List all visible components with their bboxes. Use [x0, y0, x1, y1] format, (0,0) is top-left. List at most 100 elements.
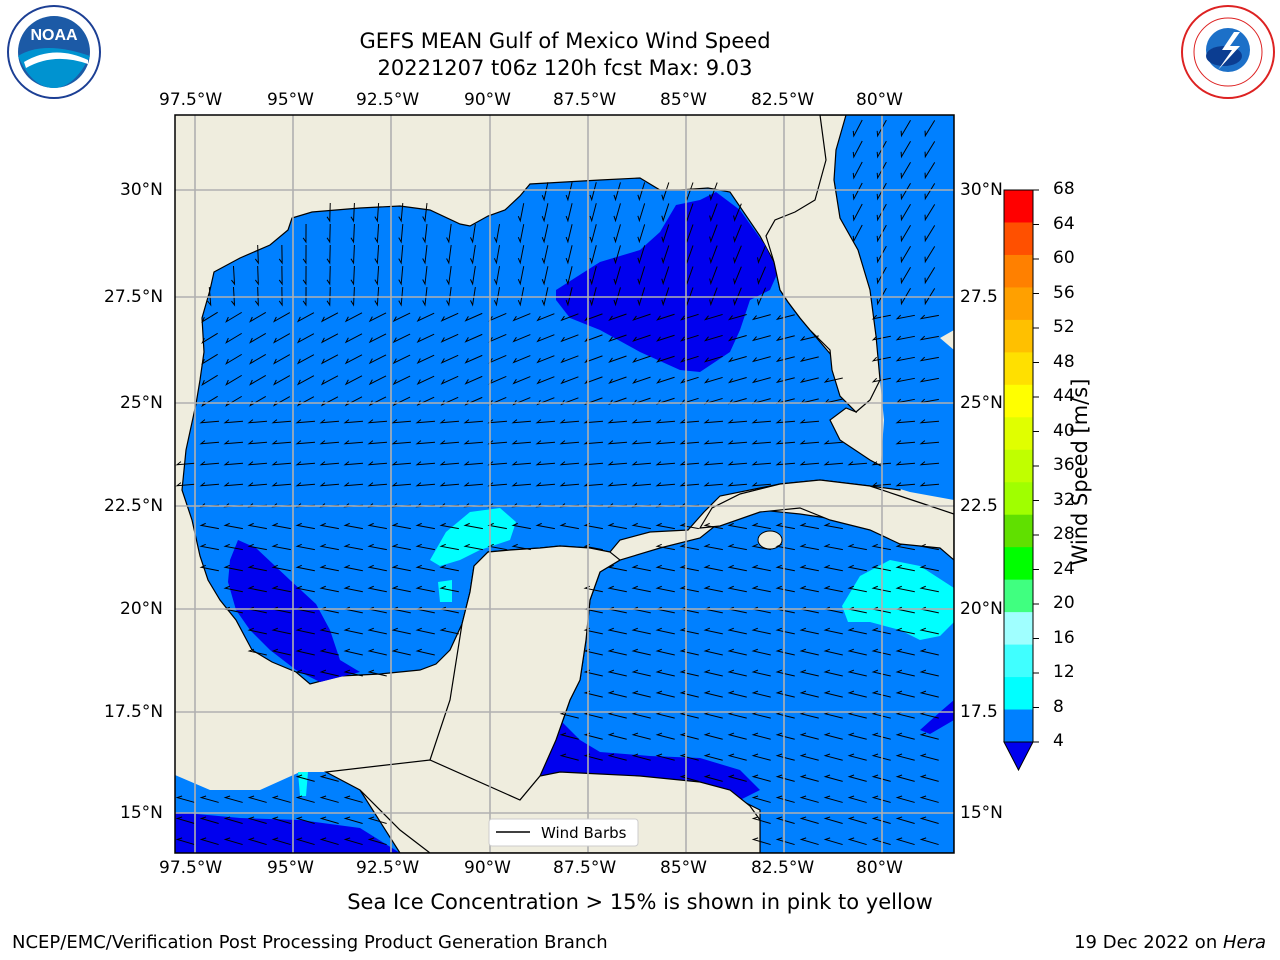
wind-barb — [655, 627, 675, 635]
wind-barb — [751, 543, 771, 551]
wind-barb — [632, 334, 651, 342]
wind-barb — [589, 245, 597, 265]
wind-barb — [368, 375, 387, 386]
wind-barb — [919, 314, 939, 320]
strong-wind-region-yucatan-small — [438, 580, 452, 602]
wind-barb — [440, 396, 459, 406]
wind-barb — [199, 461, 220, 466]
wind-barb — [919, 816, 939, 824]
wind-barb — [751, 669, 771, 677]
wind-barb — [655, 585, 675, 593]
wind-barb — [679, 753, 699, 761]
wind-barb — [343, 648, 363, 656]
wind-barb — [607, 690, 627, 698]
wind-barb — [493, 245, 501, 265]
wind-barb — [655, 419, 676, 424]
wind-barb — [799, 627, 819, 635]
lon-label-top-8: 80°W — [856, 90, 903, 110]
wind-barb — [799, 377, 819, 384]
lon-label-top-2: 95°W — [267, 90, 314, 110]
wind-barb — [487, 543, 507, 551]
strong-wind-region-caribbean — [842, 560, 954, 640]
wind-barb — [751, 837, 771, 846]
wind-barb — [463, 482, 484, 487]
wind-barb — [415, 627, 435, 635]
footer-machine: Hera — [1222, 932, 1266, 953]
slow-wind-region-pacific — [175, 812, 400, 853]
wind-barb — [175, 795, 195, 803]
wind-barb — [703, 440, 724, 445]
wind-barb — [775, 461, 796, 466]
wind-barb — [655, 669, 675, 677]
wind-barb — [470, 266, 476, 286]
wind-barb — [225, 353, 242, 365]
wind-barb — [900, 140, 911, 159]
wind-barb — [541, 203, 549, 223]
wind-barb — [416, 333, 435, 343]
wind-barb — [517, 266, 525, 286]
lat-label-right-5: 20°N — [960, 599, 1003, 619]
nws-logo — [1178, 4, 1278, 104]
wind-barb — [799, 690, 819, 698]
wind-barb — [608, 334, 627, 343]
wind-barb — [727, 356, 747, 363]
wind-barb — [799, 837, 819, 846]
colorbar-tick-label: 4 — [1053, 731, 1064, 751]
wind-barb — [613, 266, 621, 286]
wind-barb — [464, 396, 483, 406]
colorbar-segment — [1004, 514, 1033, 548]
wind-barb — [199, 564, 219, 572]
colorbar-tick-label: 20 — [1053, 593, 1075, 613]
wind-barb — [559, 419, 580, 424]
wind-barb — [799, 648, 819, 656]
wind-barb — [733, 287, 742, 307]
map-frame — [174, 114, 955, 854]
wind-barb — [871, 585, 891, 593]
wind-barb — [876, 266, 887, 285]
colorbar-segment — [1004, 612, 1033, 646]
wind-barb — [295, 522, 315, 530]
wind-barb — [751, 564, 771, 572]
wind-barb — [249, 375, 267, 386]
wind-barb — [637, 245, 646, 265]
wind-barb — [439, 461, 460, 466]
wind-barb — [439, 482, 460, 487]
wind-barb — [463, 461, 484, 466]
wind-barb — [727, 669, 747, 677]
wind-barb — [751, 335, 771, 342]
wind-barb — [871, 461, 892, 466]
wind-barb — [924, 246, 936, 264]
wind-barb — [368, 312, 387, 323]
wind-barb — [271, 816, 291, 824]
wind-barb — [876, 140, 887, 159]
wind-barb — [536, 334, 555, 343]
wind-barb — [415, 648, 435, 656]
colorbar-tick-label: 48 — [1053, 351, 1075, 372]
wind-barb — [924, 204, 936, 222]
map-legend: Wind Barbs — [488, 818, 639, 847]
wind-barb — [374, 202, 380, 223]
wind-barb — [422, 244, 428, 265]
wind-barb — [895, 795, 915, 803]
wind-barb — [799, 440, 820, 445]
wind-barb — [464, 312, 483, 322]
wind-barb — [271, 795, 291, 803]
wind-barb — [271, 585, 291, 593]
wind-barb — [919, 440, 940, 445]
wind-barb — [757, 266, 766, 285]
wind-barb — [343, 837, 363, 846]
wind-barb — [201, 374, 218, 387]
wind-barb — [273, 333, 291, 344]
wind-barb — [727, 419, 748, 424]
wind-barb — [440, 354, 459, 364]
wind-barb — [512, 334, 531, 343]
wind-barb — [278, 265, 283, 286]
wind-barb — [225, 374, 242, 386]
wind-barb — [541, 266, 549, 286]
wind-barb — [703, 648, 723, 656]
wind-barb — [439, 543, 459, 551]
wind-barb — [632, 376, 651, 384]
wind-barb — [775, 795, 795, 803]
wind-barb — [655, 564, 675, 572]
wind-barb — [201, 311, 218, 324]
